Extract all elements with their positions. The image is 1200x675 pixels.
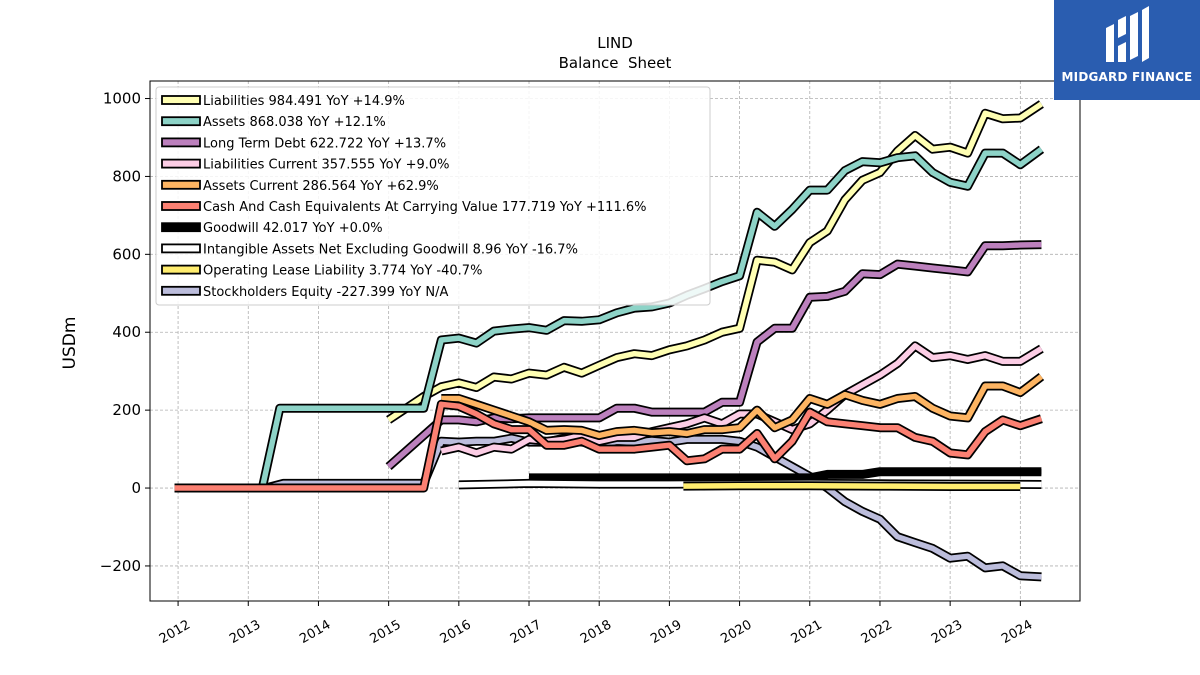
series-line-cash-and-cash-equivalents-at-carrying-value bbox=[174, 401, 1043, 491]
series-line-operating-lease-liability bbox=[683, 482, 1021, 490]
legend-label: Stockholders Equity -227.399 YoY N/A bbox=[203, 285, 448, 300]
x-tick-label: 2017 bbox=[508, 617, 544, 647]
series-line-stockholders-equity bbox=[174, 435, 1042, 580]
x-tick-label: 2014 bbox=[297, 617, 333, 647]
y-axis: −200 0 200 400 600 800 1000 bbox=[100, 90, 150, 575]
x-tick-label: 2023 bbox=[929, 617, 965, 647]
y-axis-label: USDm bbox=[60, 317, 80, 370]
legend-swatch bbox=[161, 264, 201, 275]
legend-swatch bbox=[161, 116, 201, 127]
x-tick-label: 2021 bbox=[789, 617, 825, 647]
x-tick-label: 2019 bbox=[648, 617, 684, 647]
x-tick-label: 2013 bbox=[227, 617, 263, 647]
brand-name: MIDGARD FINANCE bbox=[1061, 70, 1193, 84]
legend-label: Long Term Debt 622.722 YoY +13.7% bbox=[203, 136, 446, 151]
chart-title: LIND bbox=[597, 34, 633, 52]
y-tick-label: 400 bbox=[112, 323, 141, 341]
legend: Liabilities 984.491 YoY +14.9% Assets 868… bbox=[155, 86, 711, 306]
legend-label: Liabilities 984.491 YoY +14.9% bbox=[203, 94, 405, 109]
legend-swatch bbox=[161, 95, 201, 105]
legend-swatch bbox=[161, 201, 201, 211]
legend-label: Assets 868.038 YoY +12.1% bbox=[203, 115, 386, 130]
y-tick-label: 200 bbox=[112, 401, 141, 419]
brand-mark-icon bbox=[1106, 6, 1149, 62]
x-tick-label: 2015 bbox=[367, 617, 403, 647]
y-tick-label: 0 bbox=[131, 479, 141, 497]
legend-swatch bbox=[161, 243, 201, 254]
legend-swatch bbox=[161, 158, 201, 169]
legend-swatch bbox=[161, 222, 201, 233]
x-tick-label: 2018 bbox=[578, 617, 614, 647]
legend-label: Cash And Cash Equivalents At Carrying Va… bbox=[203, 200, 646, 215]
series-line-assets-current bbox=[441, 374, 1044, 439]
x-tick-label: 2020 bbox=[718, 617, 754, 647]
legend-label: Liabilities Current 357.555 YoY +9.0% bbox=[203, 158, 450, 173]
legend-swatch bbox=[161, 179, 201, 190]
legend-swatch bbox=[161, 137, 201, 148]
legend-label: Assets Current 286.564 YoY +62.9% bbox=[203, 179, 439, 194]
x-tick-label: 2016 bbox=[438, 617, 474, 647]
plot-frame bbox=[149, 80, 1081, 602]
legend-label: Intangible Assets Net Excluding Goodwill… bbox=[203, 242, 578, 257]
chart-subtitle: Balance Sheet bbox=[559, 54, 672, 72]
x-tick-label: 2024 bbox=[999, 617, 1035, 647]
y-tick-label: 800 bbox=[112, 167, 141, 185]
brand-logo: MIDGARD FINANCE bbox=[1054, 0, 1200, 100]
y-tick-label: −200 bbox=[100, 557, 141, 575]
x-tick-label: 2022 bbox=[859, 617, 895, 647]
legend-label: Goodwill 42.017 YoY +0.0% bbox=[203, 221, 383, 236]
x-tick-label: 2012 bbox=[157, 617, 193, 647]
series-outline-stockholders-equity bbox=[174, 433, 1042, 582]
legend-label: Operating Lease Liability 3.774 YoY -40.… bbox=[203, 264, 482, 279]
series-line-goodwill bbox=[529, 468, 1042, 481]
y-tick-label: 1000 bbox=[103, 90, 141, 108]
legend-swatch bbox=[161, 285, 201, 296]
legend-box bbox=[155, 86, 711, 306]
x-axis: 2012 2013 2014 2015 2016 2017 2018 2019 2020 2021… bbox=[157, 601, 1035, 647]
series-line-liabilities bbox=[387, 101, 1043, 423]
y-tick-label: 600 bbox=[112, 245, 141, 263]
